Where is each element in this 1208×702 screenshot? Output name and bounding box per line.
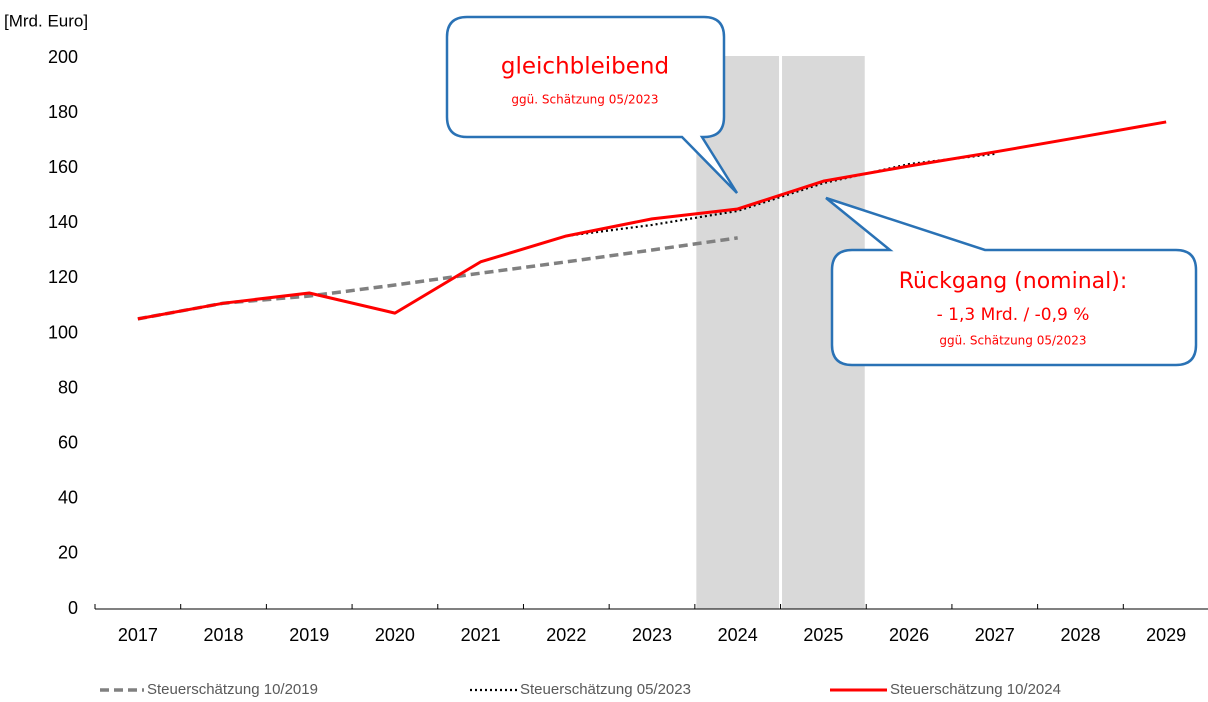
y-tick-label: 100	[48, 322, 78, 342]
x-tick-label: 2019	[289, 625, 329, 645]
highlight-band	[696, 56, 780, 609]
x-tick-label: 2020	[375, 625, 415, 645]
callout-title: Rückgang (nominal):	[899, 269, 1128, 294]
x-tick-label: 2025	[803, 625, 843, 645]
callout-detail: - 1,3 Mrd. / -0,9 %	[937, 305, 1090, 325]
legend-label: Steuerschätzung 10/2019	[147, 681, 318, 698]
x-tick-label: 2017	[118, 625, 158, 645]
y-tick-label: 20	[58, 543, 78, 563]
x-tick-label: 2027	[975, 625, 1015, 645]
y-tick-label: 0	[68, 598, 78, 618]
y-tick-label: 120	[48, 267, 78, 287]
legend-label: Steuerschätzung 05/2023	[520, 681, 691, 698]
line-series	[137, 120, 1167, 321]
y-tick-label: 40	[58, 488, 78, 508]
x-tick-label: 2023	[632, 625, 672, 645]
y-axis-label: [Mrd. Euro]	[4, 11, 88, 30]
callout-note: ggü. Schätzung 05/2023	[511, 93, 658, 107]
y-tick-label: 60	[58, 432, 78, 452]
callout	[825, 196, 1198, 367]
callout-title: gleichbleibend	[501, 54, 669, 80]
x-tick-label: 2028	[1060, 625, 1100, 645]
y-tick-label: 200	[48, 47, 78, 67]
x-tick-label: 2021	[461, 625, 501, 645]
y-tick-label: 180	[48, 102, 78, 122]
callout	[445, 15, 739, 194]
y-tick-label: 160	[48, 157, 78, 177]
x-tick-label: 2022	[546, 625, 586, 645]
x-tick-label: 2026	[889, 625, 929, 645]
plot	[137, 120, 1167, 321]
x-tick-label: 2029	[1146, 625, 1186, 645]
x-tick-label: 2024	[718, 625, 758, 645]
line-series	[137, 236, 738, 321]
y-tick-label: 80	[58, 377, 78, 397]
callout-note: ggü. Schätzung 05/2023	[939, 334, 1086, 348]
y-tick-label: 140	[48, 212, 78, 232]
legend-label: Steuerschätzung 10/2024	[890, 681, 1061, 698]
x-tick-label: 2018	[204, 625, 244, 645]
